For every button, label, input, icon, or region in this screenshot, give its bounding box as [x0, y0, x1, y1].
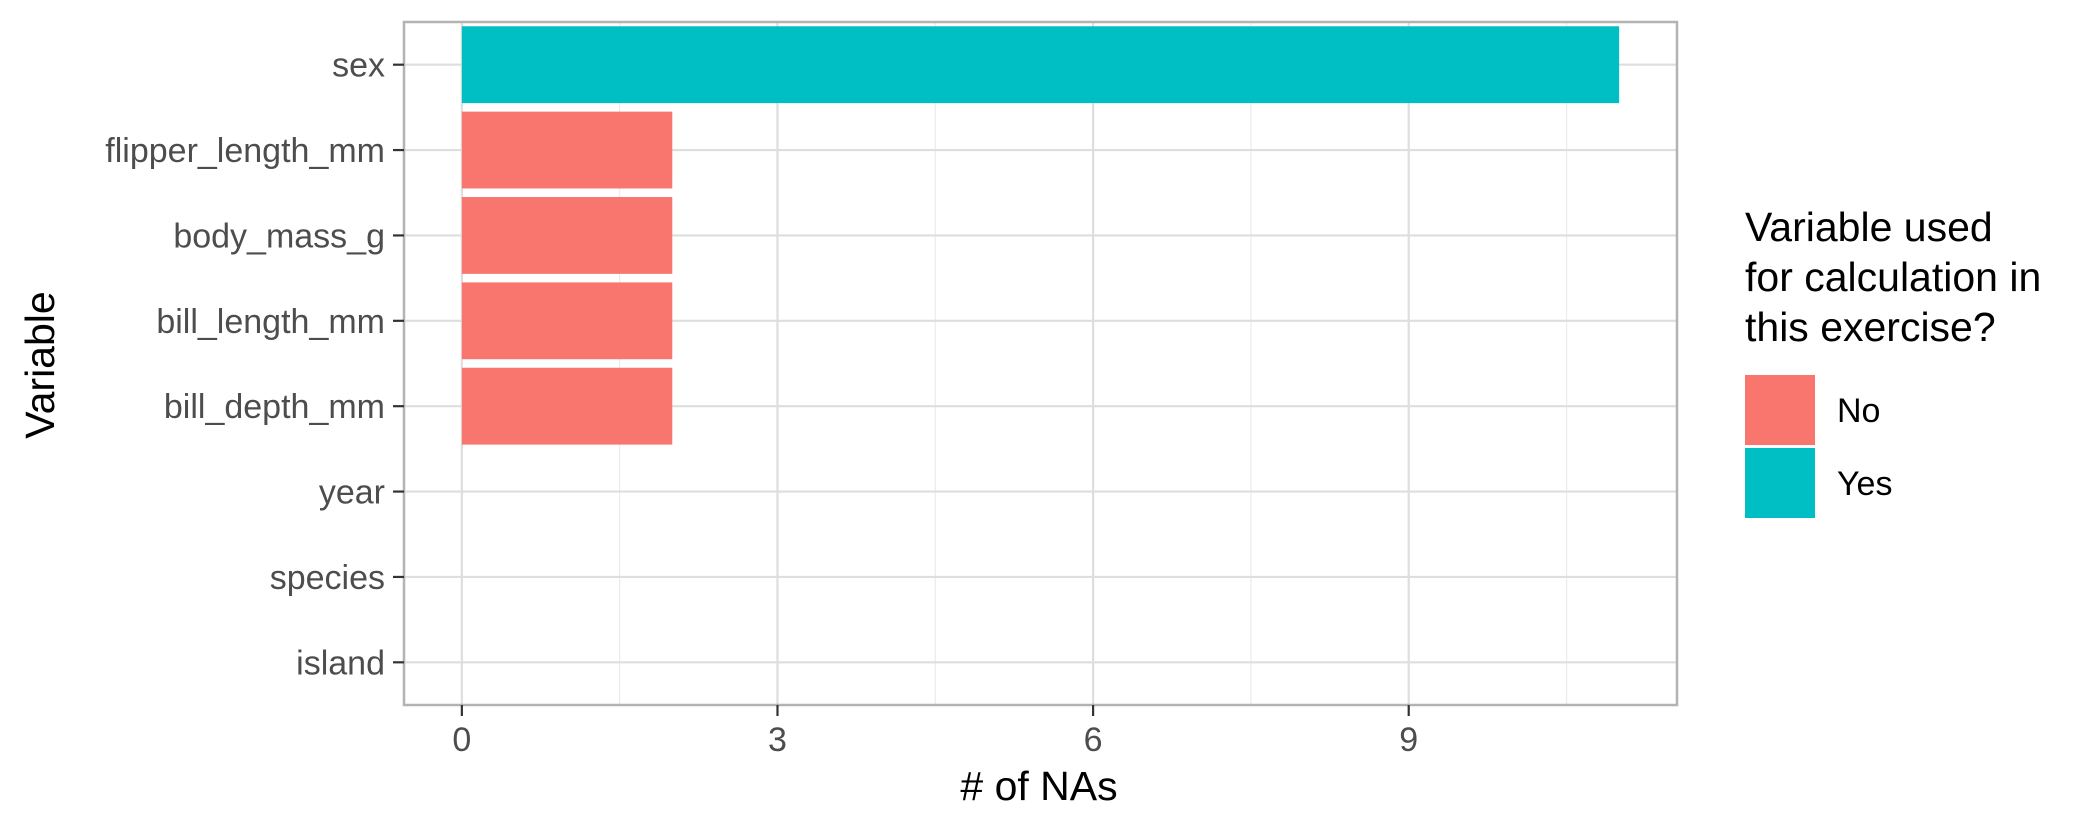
y-tick-label: sex — [332, 47, 385, 85]
bar-flipper_length_mm — [461, 111, 673, 189]
x-axis-ticks: 0 3 6 9 — [452, 705, 1418, 759]
y-tick-label: island — [296, 644, 385, 682]
x-axis-title: # of NAs — [960, 763, 1117, 809]
panel-border — [402, 20, 1679, 707]
y-tick-label: bill_length_mm — [156, 303, 385, 341]
x-tick-label: 9 — [1399, 721, 1418, 759]
y-tick-label: body_mass_g — [173, 217, 385, 255]
x-tick-label: 0 — [452, 721, 471, 759]
legend-title-line: Variable used — [1745, 204, 1993, 250]
y-tick-label: bill_depth_mm — [164, 388, 385, 426]
bar-bill_length_mm — [461, 282, 673, 360]
bars — [461, 26, 1620, 445]
bar-sex — [461, 26, 1620, 104]
x-tick-label: 3 — [768, 721, 787, 759]
legend-title-line: this exercise? — [1745, 304, 1996, 350]
bar-bill_depth_mm — [461, 367, 673, 445]
y-axis-title: Variable — [17, 291, 63, 438]
legend-key-yes — [1745, 448, 1815, 518]
y-axis-ticks: sex flipper_length_mm body_mass_g bill_leng… — [105, 47, 404, 682]
y-tick-label: year — [319, 474, 385, 512]
bar-body_mass_g — [461, 197, 673, 274]
y-tick-label: flipper_length_mm — [105, 132, 385, 170]
legend-title-line: for calculation in — [1745, 254, 2041, 300]
x-tick-label: 6 — [1084, 721, 1103, 759]
y-tick-label: species — [270, 559, 385, 597]
legend-label: No — [1837, 392, 1880, 430]
legend-label: Yes — [1837, 465, 1892, 503]
legend-key-no — [1745, 375, 1815, 445]
